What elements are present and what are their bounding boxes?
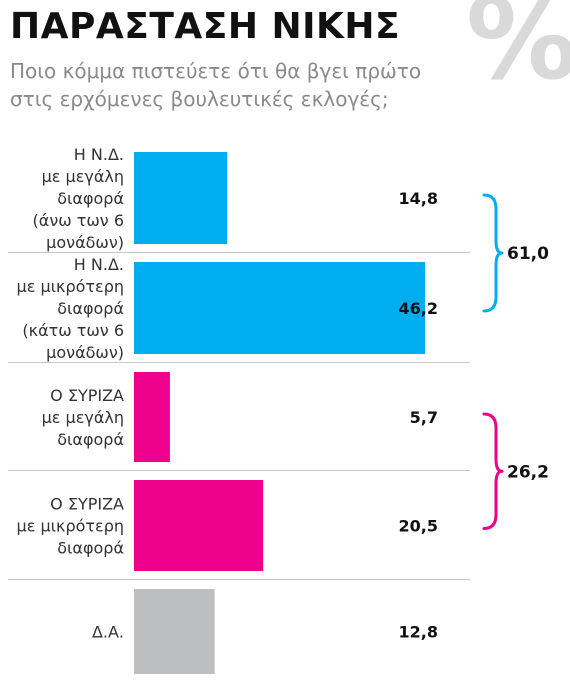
bar (134, 262, 426, 354)
category-label: Η Ν.Δ. με μεγάλη διαφορά (άνω των 6 μονάδων) (33, 145, 124, 252)
category-label: Η Ν.Δ. με μικρότερη διαφορά (κάτω των 6 μονά… (17, 255, 124, 362)
subtitle-line-1: Ποιο κόμμα πιστεύετε ότι θα βγει πρώτο (10, 59, 422, 83)
category-label: Δ.Α. (92, 623, 124, 642)
bar (134, 480, 264, 571)
value-label: 46,2 (399, 299, 438, 318)
group-brace (482, 193, 504, 313)
value-label: 20,5 (399, 517, 438, 536)
value-label: 5,7 (410, 408, 438, 427)
bar (134, 589, 215, 674)
value-label: 14,8 (399, 189, 438, 208)
bar (134, 372, 170, 462)
group-brace (482, 412, 504, 530)
percent-icon: % (466, 0, 570, 105)
category-label: Ο ΣΥΡΙΖΑ με μικρότερη διαφορά (17, 495, 125, 558)
bar (134, 152, 228, 244)
group-total-label: 61,0 (507, 244, 549, 264)
chart-title: ΠΑΡΑΣΤΑΣΗ ΝΙΚΗΣ (10, 6, 401, 47)
group-total-label: 26,2 (507, 462, 549, 482)
chart-subtitle: Ποιο κόμμα πιστεύετε ότι θα βγει πρώτο σ… (10, 57, 470, 113)
category-label: Ο ΣΥΡΙΖΑ με μεγάλη διαφορά (42, 386, 124, 449)
subtitle-line-2: στις ερχόμενες βουλευτικές εκλογές; (10, 87, 389, 111)
value-label: 12,8 (399, 623, 438, 642)
